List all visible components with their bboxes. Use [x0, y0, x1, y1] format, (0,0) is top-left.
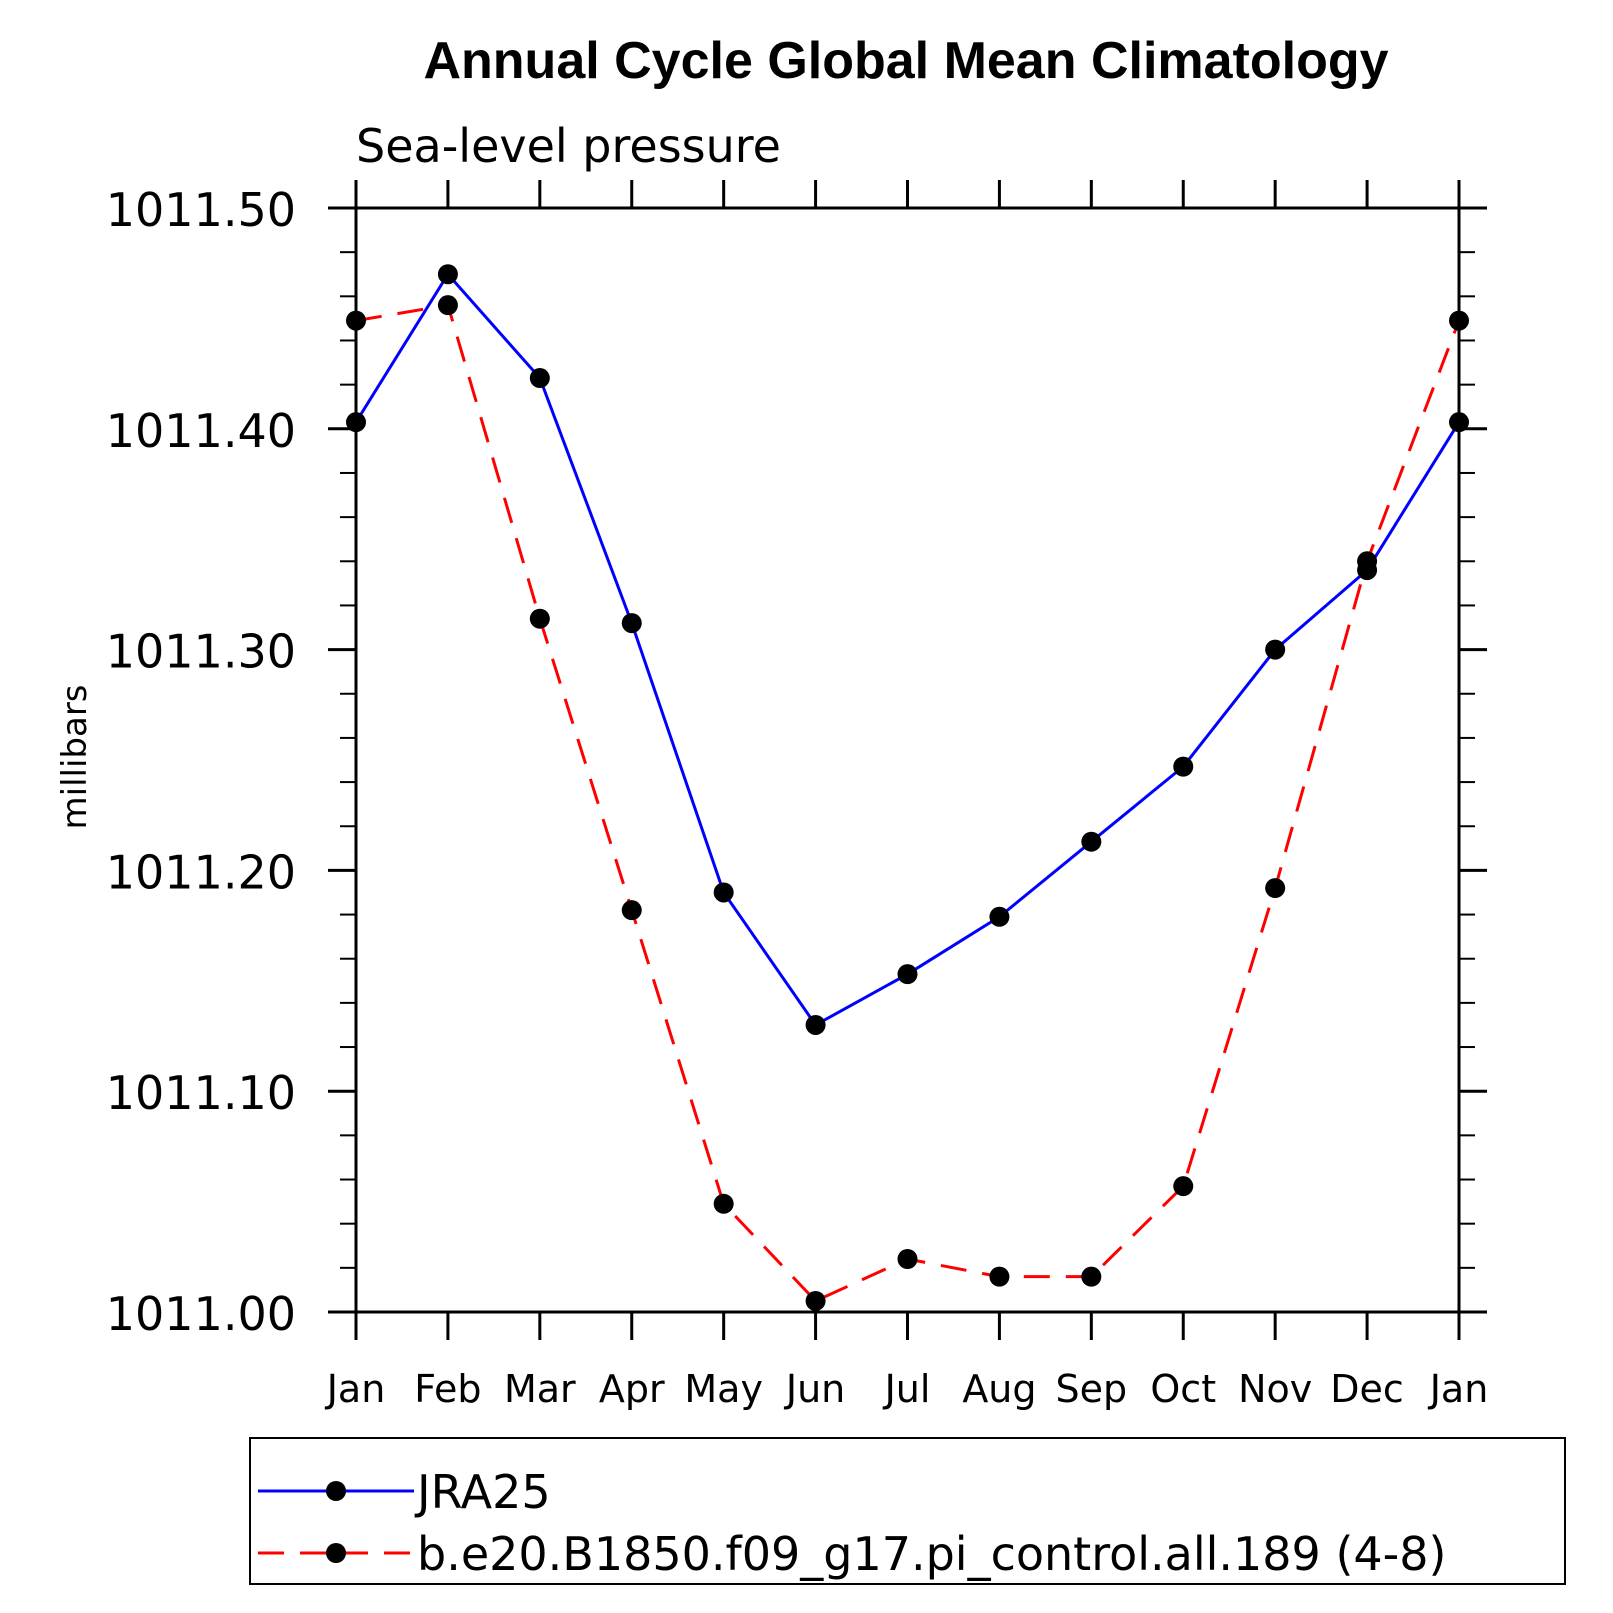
- data-point: [1449, 412, 1469, 433]
- data-point: [805, 1290, 826, 1311]
- legend-marker: [326, 1481, 346, 1501]
- data-point: [1357, 551, 1378, 572]
- x-tick-label: Mar: [504, 1367, 576, 1411]
- data-point: [805, 1014, 826, 1035]
- x-tick-label: Jul: [883, 1367, 931, 1411]
- chart-subtitle: Sea-level pressure: [356, 119, 781, 173]
- data-point: [621, 613, 642, 634]
- plot-frame: [354, 206, 1461, 1314]
- data-point: [1449, 310, 1469, 331]
- y-tick-label: 1011.10: [106, 1066, 296, 1120]
- data-point: [529, 368, 550, 389]
- legend-label: b.e20.B1850.f09_g17.pi_control.all.189 (…: [417, 1527, 1446, 1581]
- data-point: [1173, 756, 1194, 777]
- data-point: [437, 295, 458, 316]
- y-tick-label: 1011.40: [106, 404, 296, 458]
- y-tick-label: 1011.30: [106, 625, 296, 679]
- data-point: [346, 412, 366, 433]
- data-point: [529, 608, 550, 629]
- legend-label: JRA25: [414, 1465, 551, 1519]
- data-point: [346, 310, 366, 331]
- x-tick-label: Apr: [599, 1367, 665, 1411]
- x-tick-label: Sep: [1056, 1367, 1128, 1411]
- series-line: [355, 303, 1461, 1303]
- data-point: [1265, 878, 1286, 899]
- y-tick-label: 1011.50: [106, 183, 296, 237]
- data-point: [989, 1266, 1010, 1287]
- x-tick-label: Feb: [414, 1367, 481, 1411]
- data-point: [437, 264, 458, 285]
- x-tick-label: Nov: [1238, 1367, 1312, 1411]
- y-tick-label: 1011.00: [106, 1287, 296, 1341]
- y-axis-label: millibars: [55, 684, 95, 829]
- data-point: [713, 882, 734, 903]
- x-tick-labels: Jan Feb Mar Apr May Jun Jul Aug Sep Oct Nov Dec Jan: [325, 1367, 1489, 1411]
- data-point: [989, 906, 1010, 927]
- data-point: [897, 1249, 918, 1270]
- x-tick-label: May: [684, 1367, 763, 1411]
- legend-marker: [326, 1543, 346, 1563]
- chart-title: Annual Cycle Global Mean Climatology: [423, 32, 1388, 90]
- y-tick-labels: 1011.00 1011.10 1011.20 1011.30 1011.40 1011.…: [106, 183, 296, 1341]
- x-tick-label: Oct: [1150, 1367, 1216, 1411]
- axis-ticks: [328, 180, 1487, 1340]
- data-point: [713, 1193, 734, 1214]
- y-tick-label: 1011.20: [106, 845, 296, 899]
- series-group: [346, 264, 1469, 1311]
- x-tick-label: Jan: [1428, 1367, 1489, 1411]
- x-tick-label: Jun: [784, 1367, 845, 1411]
- data-point: [1081, 1266, 1102, 1287]
- data-point: [897, 964, 918, 985]
- x-tick-label: Dec: [1330, 1367, 1404, 1411]
- series-line: [354, 271, 1461, 1027]
- data-point: [1265, 639, 1286, 660]
- x-tick-label: Jan: [325, 1367, 386, 1411]
- x-tick-label: Aug: [962, 1367, 1036, 1411]
- data-point: [621, 900, 642, 921]
- data-point: [1081, 831, 1102, 852]
- legend: JRA25 b.e20.B1850.f09_g17.pi_control.all.…: [258, 1465, 1446, 1581]
- data-point: [1173, 1176, 1194, 1197]
- legend-box: [249, 1437, 1566, 1585]
